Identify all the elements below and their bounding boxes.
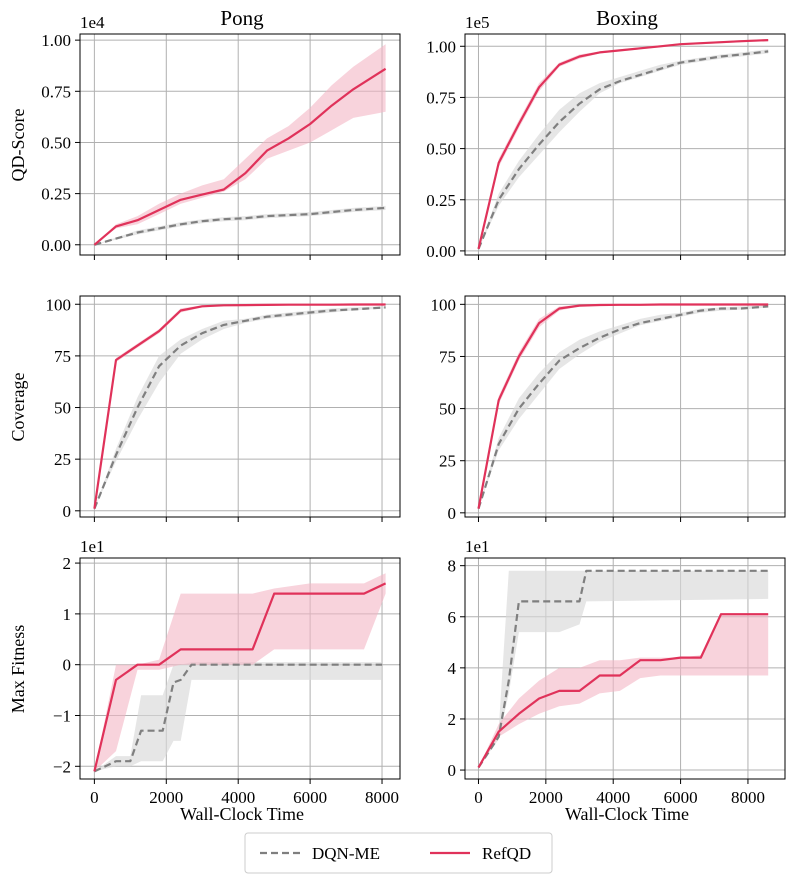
line-refqd-boxing-max-fitness [477, 613, 769, 769]
x-tick-label-boxing-max-fitness-0: 0 [474, 788, 483, 807]
legend-frame [244, 832, 553, 874]
x-tick-label-pong-max-fitness-1: 2000 [149, 788, 183, 807]
plot-area-boxing-qd-score [477, 39, 769, 250]
line-refqd-pong-qd-score [93, 67, 387, 246]
axis-multiplier-boxing-max-fitness: 1e1 [465, 537, 490, 556]
plot-area-pong-qd-score [93, 44, 387, 246]
y-tick-label-boxing-qd-score-2: 0.50 [426, 140, 456, 159]
line-dqn-me-pong-coverage [93, 306, 386, 510]
y-tick-label-boxing-qd-score-3: 0.75 [426, 88, 456, 107]
band-refqd-pong-qd-score [94, 44, 386, 245]
axes-frame-boxing-qd-score [464, 33, 786, 256]
x-tick-label-boxing-max-fitness-2: 4000 [596, 788, 630, 807]
panel-pong-qd-score: 0.00 0.25 0.50 0.75 1.00 1e4 [41, 13, 401, 260]
panel-boxing-qd-score: 0.00 0.25 0.50 0.75 1.00 1e5 [426, 13, 786, 261]
band-dqn-me-pong-coverage [94, 306, 386, 509]
x-tick-label-boxing-max-fitness-3: 6000 [664, 788, 698, 807]
line-dqn-me-boxing-max-fitness [477, 569, 769, 769]
line-dqn-me-pong-qd-score [94, 206, 386, 246]
axis-multiplier-boxing-qd-score: 1e5 [465, 13, 490, 32]
band-dqn-me-pong-max-fitness [94, 662, 383, 772]
line-refqd-pong-coverage [93, 303, 386, 509]
plot-area-pong-coverage [93, 303, 386, 510]
plot-area-pong-max-fitness [93, 573, 387, 773]
band-dqn-me-pong-qd-score [94, 205, 386, 245]
y-tick-label-pong-coverage-2: 50 [54, 399, 71, 418]
band-refqd-boxing-qd-score [478, 39, 769, 249]
x-tick-label-pong-max-fitness-2: 4000 [221, 788, 255, 807]
axes-frame-boxing-max-fitness [464, 557, 786, 780]
line-dqn-me-boxing-qd-score [477, 50, 769, 250]
y-tick-label-pong-coverage-3: 75 [54, 347, 71, 366]
y-tick-label-boxing-coverage-2: 50 [439, 400, 456, 419]
y-tick-label-pong-max-fitness-1: −1 [53, 706, 71, 725]
line-dqn-me-pong-max-fitness [93, 663, 382, 773]
y-tick-label-pong-max-fitness-4: 2 [63, 554, 72, 573]
y-tick-label-boxing-coverage-0: 0 [448, 504, 457, 523]
y-tick-label-boxing-qd-score-4: 1.00 [426, 37, 456, 56]
y-tick-label-pong-coverage-1: 25 [54, 450, 71, 469]
y-tick-label-boxing-max-fitness-4: 8 [448, 557, 457, 576]
y-tick-label-boxing-max-fitness-3: 6 [448, 608, 457, 627]
y-tick-label-boxing-max-fitness-2: 4 [448, 659, 457, 678]
axes-frame-boxing-coverage [464, 295, 786, 518]
y-tick-label-boxing-max-fitness-0: 0 [448, 761, 457, 780]
y-tick-label-pong-qd-score-1: 0.25 [41, 185, 71, 204]
y-tick-label-pong-qd-score-3: 0.75 [41, 82, 71, 101]
panel-boxing-coverage: 0 25 50 75 100 [431, 295, 786, 523]
y-tick-label-pong-qd-score-2: 0.50 [41, 133, 71, 152]
y-tick-label-boxing-coverage-3: 75 [439, 347, 456, 366]
x-tick-label-boxing-max-fitness-1: 2000 [529, 788, 563, 807]
qd-score-label: QD-Score [8, 109, 28, 182]
x-tick-label-pong-max-fitness-0: 0 [90, 788, 99, 807]
plot-area-boxing-coverage [477, 303, 769, 510]
panels: 0.00 0.25 0.50 0.75 1.00 1e4 0.00 0.25 0.50 0.75 1… [41, 13, 786, 807]
axes-frame-pong-qd-score [79, 33, 401, 256]
y-tick-label-boxing-qd-score-0: 0.00 [426, 242, 456, 261]
x-axis-label-boxing: Wall-Clock Time [565, 804, 689, 824]
x-tick-label-pong-max-fitness-3: 6000 [293, 788, 327, 807]
panel-pong-coverage: 0 25 50 75 100 [46, 295, 401, 522]
line-refqd-boxing-qd-score [477, 39, 769, 250]
axes-frame-pong-max-fitness [79, 557, 401, 780]
axes-frame-pong-coverage [79, 295, 401, 518]
axis-multiplier-pong-max-fitness: 1e1 [80, 537, 105, 556]
band-dqn-me-boxing-qd-score [478, 49, 769, 249]
y-tick-label-pong-max-fitness-2: 0 [63, 656, 72, 675]
line-dqn-me-boxing-coverage [477, 305, 769, 510]
panel-boxing-max-fitness: 0 2000 4000 6000 8000 0 2 4 6 8 1e1 [448, 537, 786, 807]
plot-area-boxing-max-fitness [477, 569, 769, 769]
max-fitness-label: Max Fitness [8, 625, 28, 714]
axis-multiplier-pong-qd-score: 1e4 [80, 13, 105, 32]
band-refqd-boxing-max-fitness [478, 614, 769, 768]
coverage-label: Coverage [8, 373, 28, 442]
legend: DQN-ME RefQD [244, 832, 553, 874]
line-refqd-boxing-coverage [477, 303, 769, 509]
x-axis-label-pong: Wall-Clock Time [180, 804, 304, 824]
band-dqn-me-boxing-coverage [478, 305, 769, 509]
y-tick-label-boxing-max-fitness-1: 2 [448, 710, 457, 729]
y-tick-label-pong-max-fitness-3: 1 [63, 605, 72, 624]
x-tick-label-boxing-max-fitness-4: 8000 [731, 788, 765, 807]
y-tick-label-boxing-coverage-1: 25 [439, 452, 456, 471]
x-tick-label-pong-max-fitness-4: 8000 [365, 788, 399, 807]
band-dqn-me-boxing-max-fitness [478, 570, 769, 768]
panel-pong-max-fitness: 0 2000 4000 6000 8000 −2 −1 0 1 2 1e1 [53, 537, 401, 807]
pong-title: Pong [220, 6, 264, 30]
y-tick-label-pong-coverage-0: 0 [63, 502, 72, 521]
line-refqd-pong-max-fitness [93, 582, 387, 772]
y-tick-label-boxing-qd-score-1: 0.25 [426, 191, 456, 210]
y-tick-label-boxing-coverage-4: 100 [431, 295, 457, 314]
boxing-title: Boxing [596, 6, 658, 30]
y-tick-label-pong-qd-score-4: 1.00 [41, 31, 71, 50]
y-tick-label-pong-qd-score-0: 0.00 [41, 236, 71, 255]
legend-dqn-label: DQN-ME [312, 844, 380, 863]
band-refqd-pong-max-fitness [94, 573, 386, 772]
legend-refqd-label: RefQD [482, 844, 531, 863]
y-tick-label-pong-coverage-4: 100 [46, 295, 72, 314]
y-tick-label-pong-max-fitness-0: −2 [53, 757, 71, 776]
